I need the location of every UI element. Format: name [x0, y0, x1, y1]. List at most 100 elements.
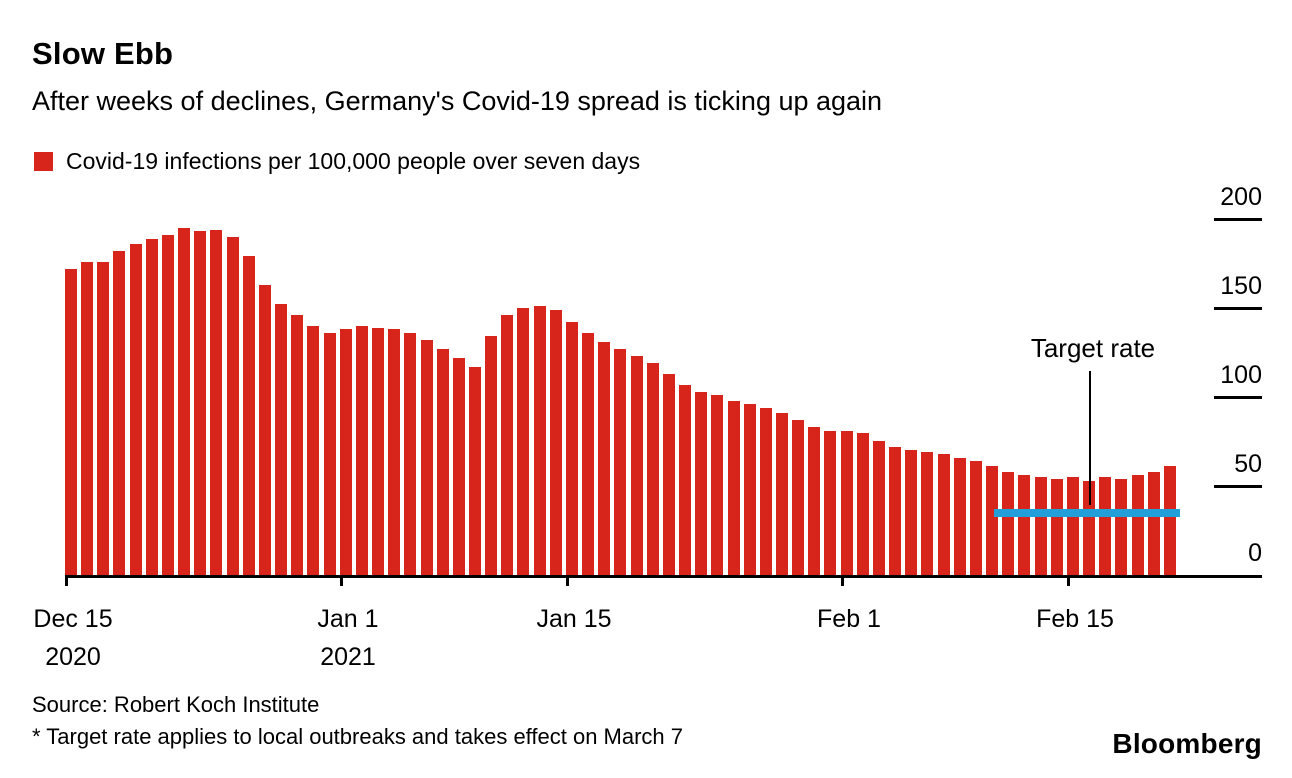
bar — [840, 431, 853, 575]
bar — [533, 306, 546, 575]
bar — [194, 231, 207, 575]
chart-title: Slow Ebb — [32, 36, 174, 71]
y-axis-tick — [1214, 485, 1262, 488]
y-axis-tick — [1214, 307, 1262, 310]
source-text: Source: Robert Koch Institute — [32, 692, 320, 717]
x-axis-tick — [1067, 575, 1070, 586]
bar — [65, 269, 77, 575]
bar — [242, 256, 255, 575]
bar — [969, 461, 982, 575]
bar — [1115, 479, 1128, 575]
bar — [630, 356, 643, 575]
bar — [97, 262, 110, 575]
x-axis-tick — [566, 575, 569, 586]
bar — [485, 336, 498, 575]
x-axis-label: Jan 15 — [536, 605, 612, 633]
bar — [711, 395, 724, 575]
y-axis-label: 150 — [1220, 272, 1262, 300]
bar — [598, 342, 611, 575]
bar — [872, 441, 885, 575]
bar — [1147, 472, 1160, 575]
bar — [178, 228, 191, 575]
bar — [1083, 481, 1096, 575]
bar — [937, 454, 950, 575]
y-axis-label: 100 — [1220, 361, 1262, 389]
bar — [1018, 475, 1031, 575]
target-rate-pointer-line — [1089, 371, 1091, 505]
bar — [1050, 479, 1063, 575]
bar — [986, 466, 999, 575]
x-axis-tick — [65, 575, 68, 586]
bar — [468, 367, 481, 575]
bar — [388, 329, 401, 575]
bar — [420, 340, 433, 575]
bar — [856, 433, 869, 575]
bar — [436, 349, 449, 575]
bar — [824, 431, 837, 575]
bar — [582, 333, 595, 575]
bar — [549, 310, 562, 575]
bar — [275, 304, 288, 575]
bar — [226, 237, 239, 575]
bar — [355, 326, 368, 575]
bar — [339, 329, 352, 575]
bar — [1163, 466, 1176, 575]
bar — [113, 251, 126, 575]
x-axis-label: Jan 1 2021 — [317, 605, 379, 671]
bar — [921, 452, 934, 575]
footnote-text: * Target rate applies to local outbreaks… — [32, 724, 684, 749]
bar — [727, 401, 740, 575]
legend: Covid-19 infections per 100,000 people o… — [34, 148, 640, 175]
target-rate-annotation: Target rate — [1030, 333, 1156, 363]
bar — [145, 239, 158, 575]
plot-area — [65, 185, 1180, 575]
bar — [889, 447, 902, 575]
y-axis-tick — [1214, 396, 1262, 399]
y-axis-label: 200 — [1220, 183, 1262, 211]
bar — [161, 235, 174, 575]
x-axis-label: Feb 15 — [1036, 605, 1114, 633]
bar — [646, 363, 659, 575]
bar — [258, 285, 271, 575]
bar — [210, 230, 223, 575]
bar — [662, 374, 675, 575]
bar — [81, 262, 94, 575]
y-axis-tick — [1214, 218, 1262, 221]
bar — [759, 408, 772, 575]
x-axis-tick — [841, 575, 844, 586]
bloomberg-logo: Bloomberg — [1112, 728, 1262, 759]
bar — [743, 404, 756, 575]
y-axis-label: 0 — [1248, 539, 1262, 567]
bar — [517, 308, 530, 575]
legend-swatch-icon — [34, 152, 53, 171]
bar — [372, 328, 385, 575]
bar — [1034, 477, 1047, 575]
x-axis-label: Feb 1 — [817, 605, 881, 633]
bar — [452, 358, 465, 575]
x-axis-tick — [340, 575, 343, 586]
bar — [291, 315, 304, 575]
bar — [808, 427, 821, 575]
bar — [501, 315, 514, 575]
bar — [679, 385, 692, 575]
bar — [1066, 477, 1079, 575]
bar — [776, 413, 788, 575]
bar — [404, 333, 417, 575]
bar — [1131, 475, 1144, 575]
bar — [307, 326, 320, 575]
bar — [1002, 472, 1015, 575]
bar — [792, 420, 805, 575]
y-axis-label: 50 — [1234, 450, 1262, 478]
bar — [614, 349, 627, 575]
bar — [129, 244, 142, 575]
target-rate-line — [994, 509, 1180, 517]
x-axis-label: Dec 15 2020 — [33, 605, 113, 671]
bar — [565, 322, 578, 575]
chart-subtitle: After weeks of declines, Germany's Covid… — [32, 86, 883, 116]
legend-label: Covid-19 infections per 100,000 people o… — [66, 148, 641, 174]
x-axis-line — [65, 575, 1262, 578]
bar — [323, 333, 336, 575]
bar — [695, 392, 708, 575]
bar — [953, 458, 966, 575]
